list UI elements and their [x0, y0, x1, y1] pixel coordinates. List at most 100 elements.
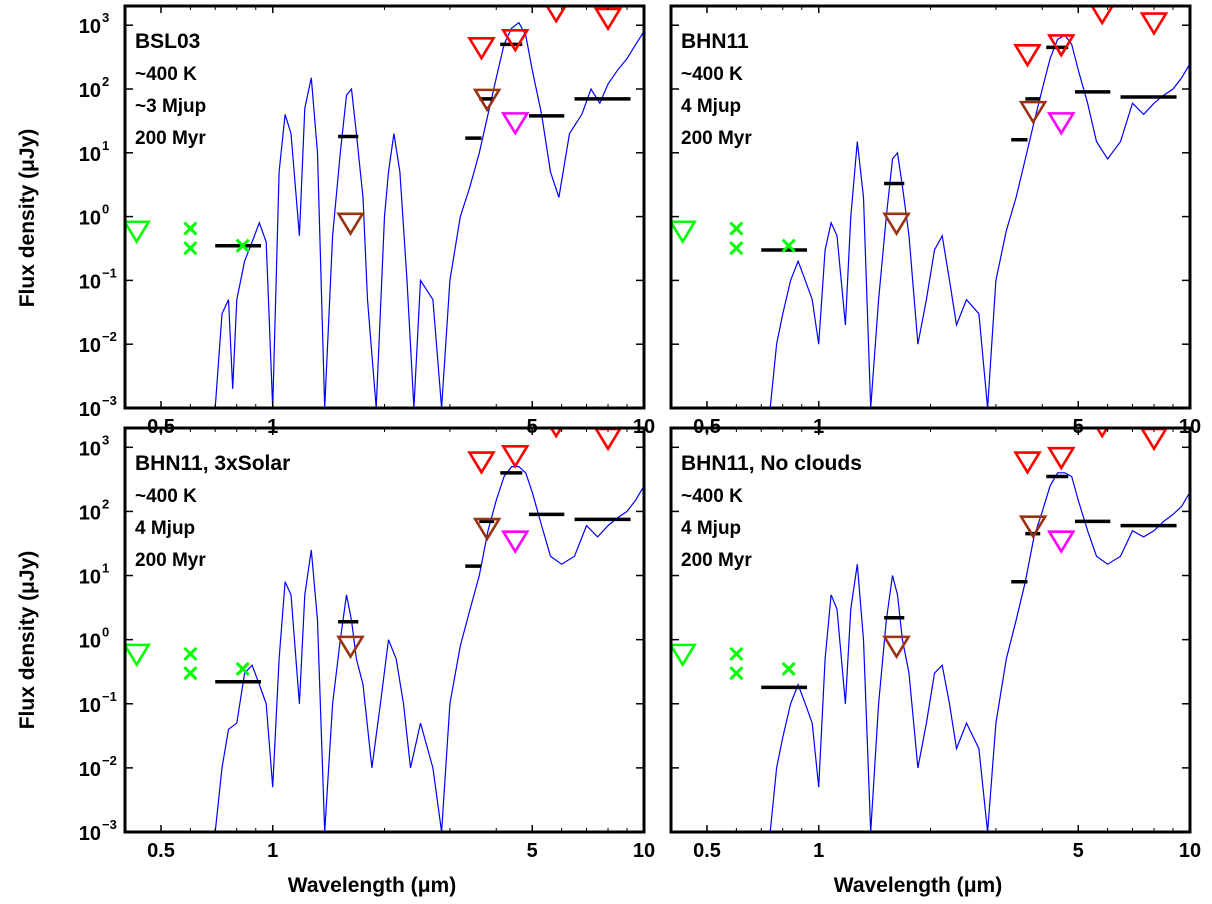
panel-frame [669, 426, 1192, 834]
spectrum-line [769, 34, 1190, 408]
detection-marker [781, 238, 796, 253]
detection-marker [235, 238, 250, 253]
xlabel-unit: μm [418, 874, 450, 897]
upper-limit-marker [472, 88, 502, 113]
detection-marker [729, 221, 744, 236]
upper-limit-marker [882, 212, 911, 237]
x-axis-label-left: Wavelength (μm) [288, 874, 456, 897]
panel-frame [123, 4, 646, 410]
spectrum-line [214, 21, 644, 408]
y-tick-label: 10 [79, 144, 101, 166]
x-tick-label: 1 [267, 840, 278, 862]
y-tick-label: 10 [79, 567, 101, 589]
panel-frame [669, 4, 1192, 410]
y-tick-label: 10 [79, 823, 101, 845]
panel-title-line: BHN11, No clouds [681, 452, 862, 475]
detection-marker [183, 666, 198, 681]
spectrum-line [214, 466, 644, 832]
upper-limit-marker [125, 643, 151, 668]
ylabel-post: ) [16, 551, 39, 558]
panel-title-line: BHN11 [681, 30, 749, 53]
x-tick-label: 1 [813, 840, 824, 862]
detection-marker [183, 241, 198, 256]
plot-area [125, 6, 644, 408]
upper-limit-marker [1046, 530, 1076, 554]
detection-marker [781, 661, 796, 676]
panel-title-line: ~400 K [681, 64, 743, 85]
upper-limit-marker [1018, 100, 1048, 125]
plot-area [671, 6, 1190, 408]
detection-marker [183, 221, 198, 236]
y-axis-label-top: Flux density (μJy) [16, 129, 39, 308]
y-tick-label: 10 [79, 759, 101, 781]
y-tick-exponent: −2 [102, 329, 117, 344]
x-tick-label: 0.5 [693, 840, 721, 862]
y-tick-label: 10 [79, 695, 101, 717]
detection-marker [729, 646, 744, 661]
detection-marker [729, 666, 744, 681]
panel-title-line: BHN11, 3xSolar [135, 452, 290, 475]
ylabel-pre: Flux density ( [16, 172, 39, 307]
upper-limit-marker [467, 37, 496, 61]
upper-limit-marker [1095, 428, 1109, 439]
ylabel-pre: Flux density ( [16, 594, 39, 729]
y-tick-exponent: −1 [102, 265, 117, 280]
y-tick-exponent: 0 [102, 625, 109, 640]
upper-limit-marker [500, 29, 530, 53]
y-tick-exponent: 1 [102, 138, 109, 153]
ylabel-post: ) [16, 129, 39, 136]
y-tick-exponent: −2 [102, 753, 117, 768]
x-tick-label: 5 [527, 840, 538, 862]
panel-title-line: 4 Mjup [681, 96, 741, 117]
upper-limit-marker [500, 530, 530, 554]
upper-limit-marker [1013, 43, 1042, 68]
upper-limit-marker [336, 212, 365, 237]
upper-limit-marker [593, 7, 623, 32]
y-tick-label: 10 [79, 208, 101, 230]
y-tick-label: 10 [79, 80, 101, 102]
x-tick-label: 5 [1073, 840, 1084, 862]
xlabel-pre: Wavelength ( [288, 874, 418, 897]
panel-title-line: 200 Myr [135, 550, 206, 571]
plot-area [671, 428, 1190, 832]
panel-title-line: ~400 K [135, 486, 197, 507]
xlabel-unit: μm [964, 874, 996, 897]
upper-limit-marker [671, 643, 697, 668]
upper-limit-marker [1090, 6, 1114, 26]
x-tick-label: 0.5 [147, 840, 175, 862]
y-tick-label: 10 [79, 399, 101, 421]
xlabel-post: ) [449, 874, 456, 897]
upper-limit-marker [336, 635, 365, 660]
x-tick-label: 10 [633, 840, 655, 862]
panel-title-line: 200 Myr [681, 128, 752, 149]
y-tick-exponent: 3 [102, 10, 109, 25]
y-tick-exponent: −3 [102, 817, 117, 832]
detection-marker [729, 241, 744, 256]
upper-limit-marker [467, 451, 496, 475]
ylabel-unit: μJy [16, 135, 39, 172]
upper-limit-marker [1018, 515, 1048, 539]
xlabel-post: ) [995, 874, 1002, 897]
y-tick-label: 10 [79, 631, 101, 653]
upper-limit-marker [545, 6, 567, 24]
panel-title-line: 200 Myr [681, 550, 752, 571]
spectrum-line [769, 472, 1190, 832]
y-tick-exponent: −3 [102, 393, 117, 408]
y-tick-label: 10 [79, 271, 101, 293]
upper-limit-marker [500, 112, 530, 136]
y-tick-exponent: 1 [102, 561, 109, 576]
ylabel-unit: μJy [16, 557, 39, 594]
plot-area [125, 428, 644, 832]
y-tick-exponent: −1 [102, 689, 117, 704]
panel-title-line: 4 Mjup [135, 518, 195, 539]
upper-limit-marker [549, 428, 563, 439]
detection-marker [235, 661, 250, 676]
panel-title-line: BSL03 [135, 30, 200, 53]
upper-limit-marker [472, 517, 502, 542]
upper-limit-marker [1013, 451, 1042, 475]
